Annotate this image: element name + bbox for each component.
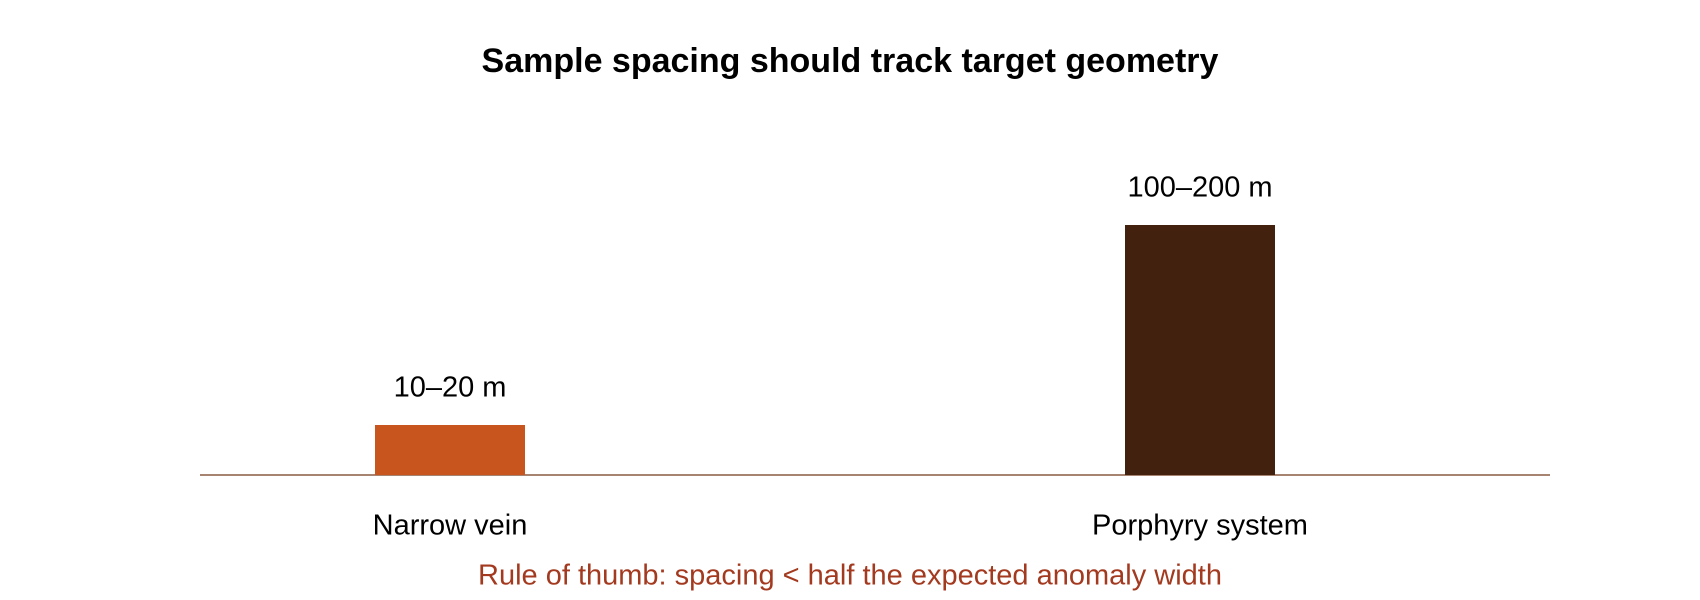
annotation: Rule of thumb: spacing < half the expect… bbox=[478, 560, 1222, 592]
chart-title: Sample spacing should track target geome… bbox=[482, 42, 1219, 80]
bar bbox=[1125, 225, 1275, 475]
bar bbox=[375, 425, 525, 475]
value-label: 10–20 m bbox=[394, 372, 507, 404]
x-tick-label: Porphyry system bbox=[1092, 510, 1308, 542]
value-label: 100–200 m bbox=[1127, 172, 1272, 204]
x-tick-label: Narrow vein bbox=[373, 510, 528, 542]
